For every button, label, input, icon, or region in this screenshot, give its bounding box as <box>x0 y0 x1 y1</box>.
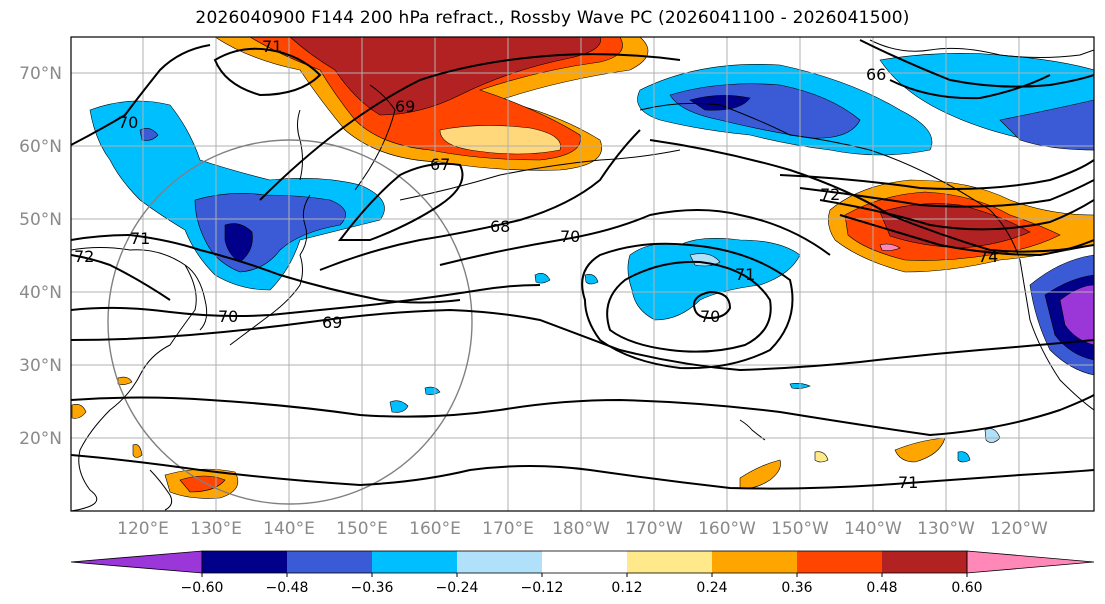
lat-label: 30°N <box>19 356 62 376</box>
map-title: 2026040900 F144 200 hPa refract., Rossby… <box>195 8 910 28</box>
contour-label: 66 <box>866 65 886 84</box>
contour-label: 70 <box>118 113 138 132</box>
colorbar-segment <box>202 551 287 573</box>
lon-label: 120°E <box>117 519 169 539</box>
lon-label: 150°W <box>771 519 829 539</box>
colorbar-extend-max <box>966 550 1095 574</box>
colorbar-tick-label: −0.24 <box>436 580 479 596</box>
contour-71-west <box>71 233 461 304</box>
latitude-labels: 70°N 60°N 50°N 40°N 30°N 20°N <box>19 64 62 449</box>
contour-label: 69 <box>322 313 342 332</box>
shaded-anomaly-fields <box>71 37 1094 499</box>
colorbar-tick-label: 0.12 <box>611 580 642 596</box>
lon-label: 130°W <box>917 519 975 539</box>
contour-69-south <box>71 308 1094 372</box>
contour-70-southwest <box>71 284 541 317</box>
colorbar-tick-label: 0.60 <box>951 580 982 596</box>
colorbar-segment <box>712 551 797 573</box>
colorbar-segment <box>287 551 372 573</box>
colorbar-segment <box>372 551 457 573</box>
contour-74 <box>839 214 1094 257</box>
aleutians <box>399 149 681 201</box>
lat-label: 40°N <box>19 283 62 303</box>
contour-label: 74 <box>978 247 998 266</box>
colorbar: −0.60 −0.48 −0.36 −0.24 −0.12 0.12 0.24 0.36 0.4… <box>70 550 1095 596</box>
lon-label: 180°W <box>552 519 610 539</box>
canada-arctic <box>869 39 1094 58</box>
lon-label: 170°W <box>625 519 683 539</box>
contour-label: 71 <box>262 37 282 56</box>
contour-label: 71 <box>735 265 755 284</box>
contour-label: 69 <box>395 97 415 116</box>
hawaii <box>739 419 766 441</box>
lon-label: 160°E <box>409 519 461 539</box>
lon-label: 170°E <box>482 519 534 539</box>
colorbar-border <box>201 550 968 574</box>
contour-label: 70 <box>700 307 720 326</box>
contour-67 <box>337 162 464 241</box>
colorbar-tick-label: 0.36 <box>781 580 812 596</box>
contour-69 <box>259 53 681 201</box>
contour-label: 70 <box>218 307 238 326</box>
colorbar-tick-label: −0.48 <box>266 580 309 596</box>
contour-label: 67 <box>430 155 450 174</box>
lon-label: 130°E <box>190 519 242 539</box>
contour-71-south <box>71 394 1094 437</box>
contour-label: 71 <box>898 473 918 492</box>
contour-label: 68 <box>490 217 510 236</box>
contour-72-west <box>71 254 171 301</box>
lat-label: 50°N <box>19 210 62 230</box>
kamchatka <box>354 84 396 191</box>
contour-label: 72 <box>74 247 94 266</box>
asia-coast <box>71 247 197 511</box>
lon-label: 140°E <box>263 519 315 539</box>
plot-border <box>70 36 1095 512</box>
negative-anomaly-mid-pacific <box>627 238 801 321</box>
lat-label: 60°N <box>19 137 62 157</box>
lat-label: 70°N <box>19 64 62 84</box>
contour-70-mid <box>439 209 831 266</box>
colorbar-segment <box>457 551 542 573</box>
colorbar-segment <box>797 551 882 573</box>
longitude-labels: 120°E 130°E 140°E 150°E 160°E 170°E 180°… <box>117 519 1048 539</box>
japan-coast <box>229 194 311 346</box>
colorbar-tick-label: −0.12 <box>521 580 564 596</box>
colorbar-segment <box>542 551 627 573</box>
lon-label: 150°E <box>336 519 388 539</box>
contour-71-low <box>581 242 794 370</box>
contour-70-inner <box>693 290 732 320</box>
contour-labels: 71 71 70 69 67 68 70 72 74 71 70 69 70 7… <box>74 37 998 492</box>
korea-coast <box>184 264 208 331</box>
contour-lines <box>71 39 1094 490</box>
colorbar-segment <box>882 551 967 573</box>
contour-71-north <box>213 47 322 97</box>
colorbar-tick-label: −0.36 <box>351 580 394 596</box>
colorbar-tick-label: −0.60 <box>181 580 224 596</box>
philippines <box>149 469 173 511</box>
lon-label: 120°W <box>990 519 1048 539</box>
contour-label: 71 <box>130 229 150 248</box>
contour-70-low <box>606 260 772 353</box>
contour-68 <box>319 129 641 271</box>
contour-70-west <box>71 44 211 146</box>
contour-label: 70 <box>560 227 580 246</box>
colorbar-extend-min <box>70 550 203 574</box>
lon-label: 140°W <box>844 519 902 539</box>
colorbar-tick-label: 0.24 <box>696 580 727 596</box>
lon-label: 160°W <box>698 519 756 539</box>
colorbar-segment <box>627 551 712 573</box>
great-circle <box>107 139 473 505</box>
lat-label: 20°N <box>19 429 62 449</box>
colorbar-tick-label: 0.48 <box>866 580 897 596</box>
contour-label: 72 <box>820 185 840 204</box>
